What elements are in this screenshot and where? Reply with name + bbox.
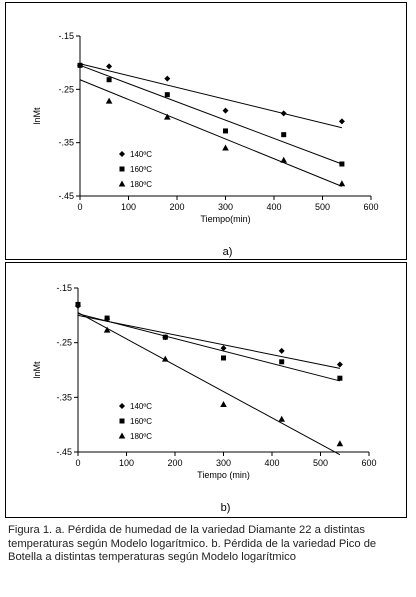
x-axis-label: Tiempo (min) (197, 470, 250, 480)
y-axis-label: lnMt (32, 361, 42, 379)
data-point-series-1 (104, 315, 110, 321)
data-point-series-2 (280, 156, 287, 163)
x-tick-label: 500 (315, 202, 330, 212)
trendline-series-1 (79, 64, 343, 165)
x-tick-label: 500 (313, 458, 328, 468)
data-point-series-1 (221, 355, 226, 361)
y-tick-label: -.15 (58, 31, 74, 41)
y-tick-label: -.45 (58, 191, 74, 201)
x-tick-label: 600 (361, 458, 376, 468)
data-point-series-2 (222, 144, 229, 151)
trendline-series-2 (79, 79, 343, 187)
data-point-series-1 (106, 77, 112, 83)
data-point-series-2 (220, 400, 227, 407)
legend-marker-2 (118, 432, 126, 439)
y-tick-label: -.25 (56, 338, 72, 348)
x-tick-label: 200 (169, 202, 184, 212)
y-tick-label: -.35 (58, 138, 74, 148)
figure-caption: Figura 1. a. Pérdida de humedad de la va… (8, 524, 377, 563)
x-tick-label: 300 (216, 458, 231, 468)
data-point-series-0 (164, 75, 171, 82)
data-point-series-1 (339, 161, 345, 167)
y-axis-label: lnMt (32, 107, 42, 125)
data-point-series-1 (75, 301, 81, 307)
y-tick-label: -.25 (58, 84, 74, 94)
trendline-series-2 (77, 312, 341, 456)
legend-marker-0 (119, 151, 125, 157)
data-point-series-0 (222, 107, 229, 114)
x-tick-label: 0 (75, 458, 80, 468)
data-point-series-2 (338, 180, 346, 187)
data-point-series-0 (106, 63, 113, 70)
x-tick-label: 100 (121, 202, 136, 212)
legend-marker-2 (118, 180, 126, 187)
chart-panel-a: -.15 -.25 -.35 -.45 0 100 200 300 400 500 600 Tiemp… (5, 2, 407, 260)
data-point-series-0 (336, 361, 343, 368)
data-point-series-0 (338, 118, 345, 125)
x-tick-label: 600 (363, 202, 378, 212)
data-point-series-2 (103, 326, 111, 333)
data-point-series-1 (223, 128, 228, 134)
chart-b: -.15 -.25 -.35 -.450 100 200 300 400 500 600 Tiemp… (32, 283, 377, 514)
legend-label-2: 180ºC (130, 432, 152, 441)
chart-a: -.15 -.25 -.35 -.450 100 200 300 400 500 600 Tiemp… (32, 31, 379, 258)
data-point-series-1 (279, 359, 285, 365)
x-tick-label: 0 (77, 202, 82, 212)
data-point-series-1 (281, 132, 287, 138)
legend-marker-1 (119, 418, 125, 424)
x-tick-label: 300 (218, 202, 233, 212)
data-point-series-2 (278, 415, 285, 422)
y-tick-label: -.45 (56, 447, 72, 457)
x-tick-label: 100 (119, 458, 134, 468)
data-point-series-0 (220, 345, 227, 352)
trendline-series-0 (79, 63, 343, 129)
legend-label-0: 140ºC (130, 150, 152, 159)
panel-label: b) (221, 502, 231, 514)
data-point-series-0 (278, 347, 285, 354)
data-point-series-2 (164, 113, 171, 120)
data-point-series-1 (77, 62, 83, 68)
legend-marker-0 (119, 403, 125, 409)
legend-label-2: 180ºC (130, 180, 152, 189)
x-tick-label: 400 (266, 202, 281, 212)
data-point-series-2 (336, 440, 344, 447)
legend-label-1: 160ºC (130, 417, 152, 426)
data-point-series-1 (162, 334, 168, 340)
y-tick-label: -.15 (56, 283, 72, 293)
trendline-series-1 (77, 313, 341, 382)
legend-label-1: 160ºC (130, 165, 152, 174)
y-tick-label: -.35 (56, 392, 72, 402)
data-point-series-1 (337, 375, 343, 381)
x-tick-label: 400 (264, 458, 279, 468)
data-point-series-2 (162, 355, 169, 362)
legend-label-0: 140ºC (130, 402, 152, 411)
chart-panel-b: -.15 -.25 -.35 -.45 0 100 200 300 400 500 600 Tiemp… (5, 262, 407, 518)
data-point-series-0 (280, 110, 287, 117)
trendline-series-0 (77, 314, 340, 369)
panel-label: a) (223, 246, 233, 258)
data-point-series-2 (105, 97, 113, 104)
legend-marker-1 (119, 166, 125, 172)
data-point-series-1 (164, 92, 170, 98)
x-axis-label: Tiempo(min) (200, 214, 250, 224)
x-tick-label: 200 (167, 458, 182, 468)
